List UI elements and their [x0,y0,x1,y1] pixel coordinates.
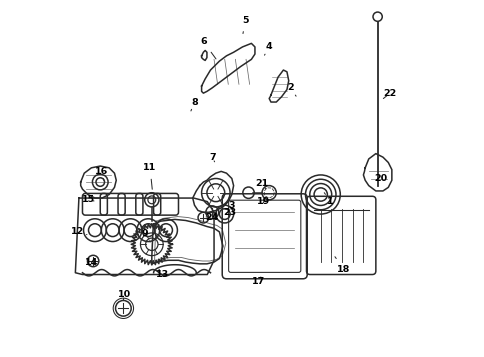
Text: 9: 9 [141,229,150,242]
Text: 12: 12 [70,227,87,236]
Text: 10: 10 [117,290,130,301]
Text: 2: 2 [287,83,295,96]
Text: 22: 22 [382,89,396,99]
Text: 18: 18 [334,257,350,274]
Text: 19: 19 [257,197,270,206]
Text: 7: 7 [209,153,215,162]
Text: 23: 23 [215,208,235,217]
Text: 14: 14 [85,257,98,267]
Text: 4: 4 [264,42,272,55]
Text: 15: 15 [82,195,95,204]
Text: 3: 3 [228,197,235,210]
Text: 6: 6 [200,37,215,59]
Text: 17: 17 [251,277,265,286]
Text: 8: 8 [191,97,197,111]
Text: 5: 5 [242,16,248,34]
Text: 24: 24 [205,213,218,222]
Text: 13: 13 [155,269,169,279]
Text: 21: 21 [255,179,268,189]
Text: 11: 11 [143,164,156,189]
Text: 16: 16 [95,167,108,180]
Text: 20: 20 [373,174,386,183]
Text: 1: 1 [324,193,333,206]
